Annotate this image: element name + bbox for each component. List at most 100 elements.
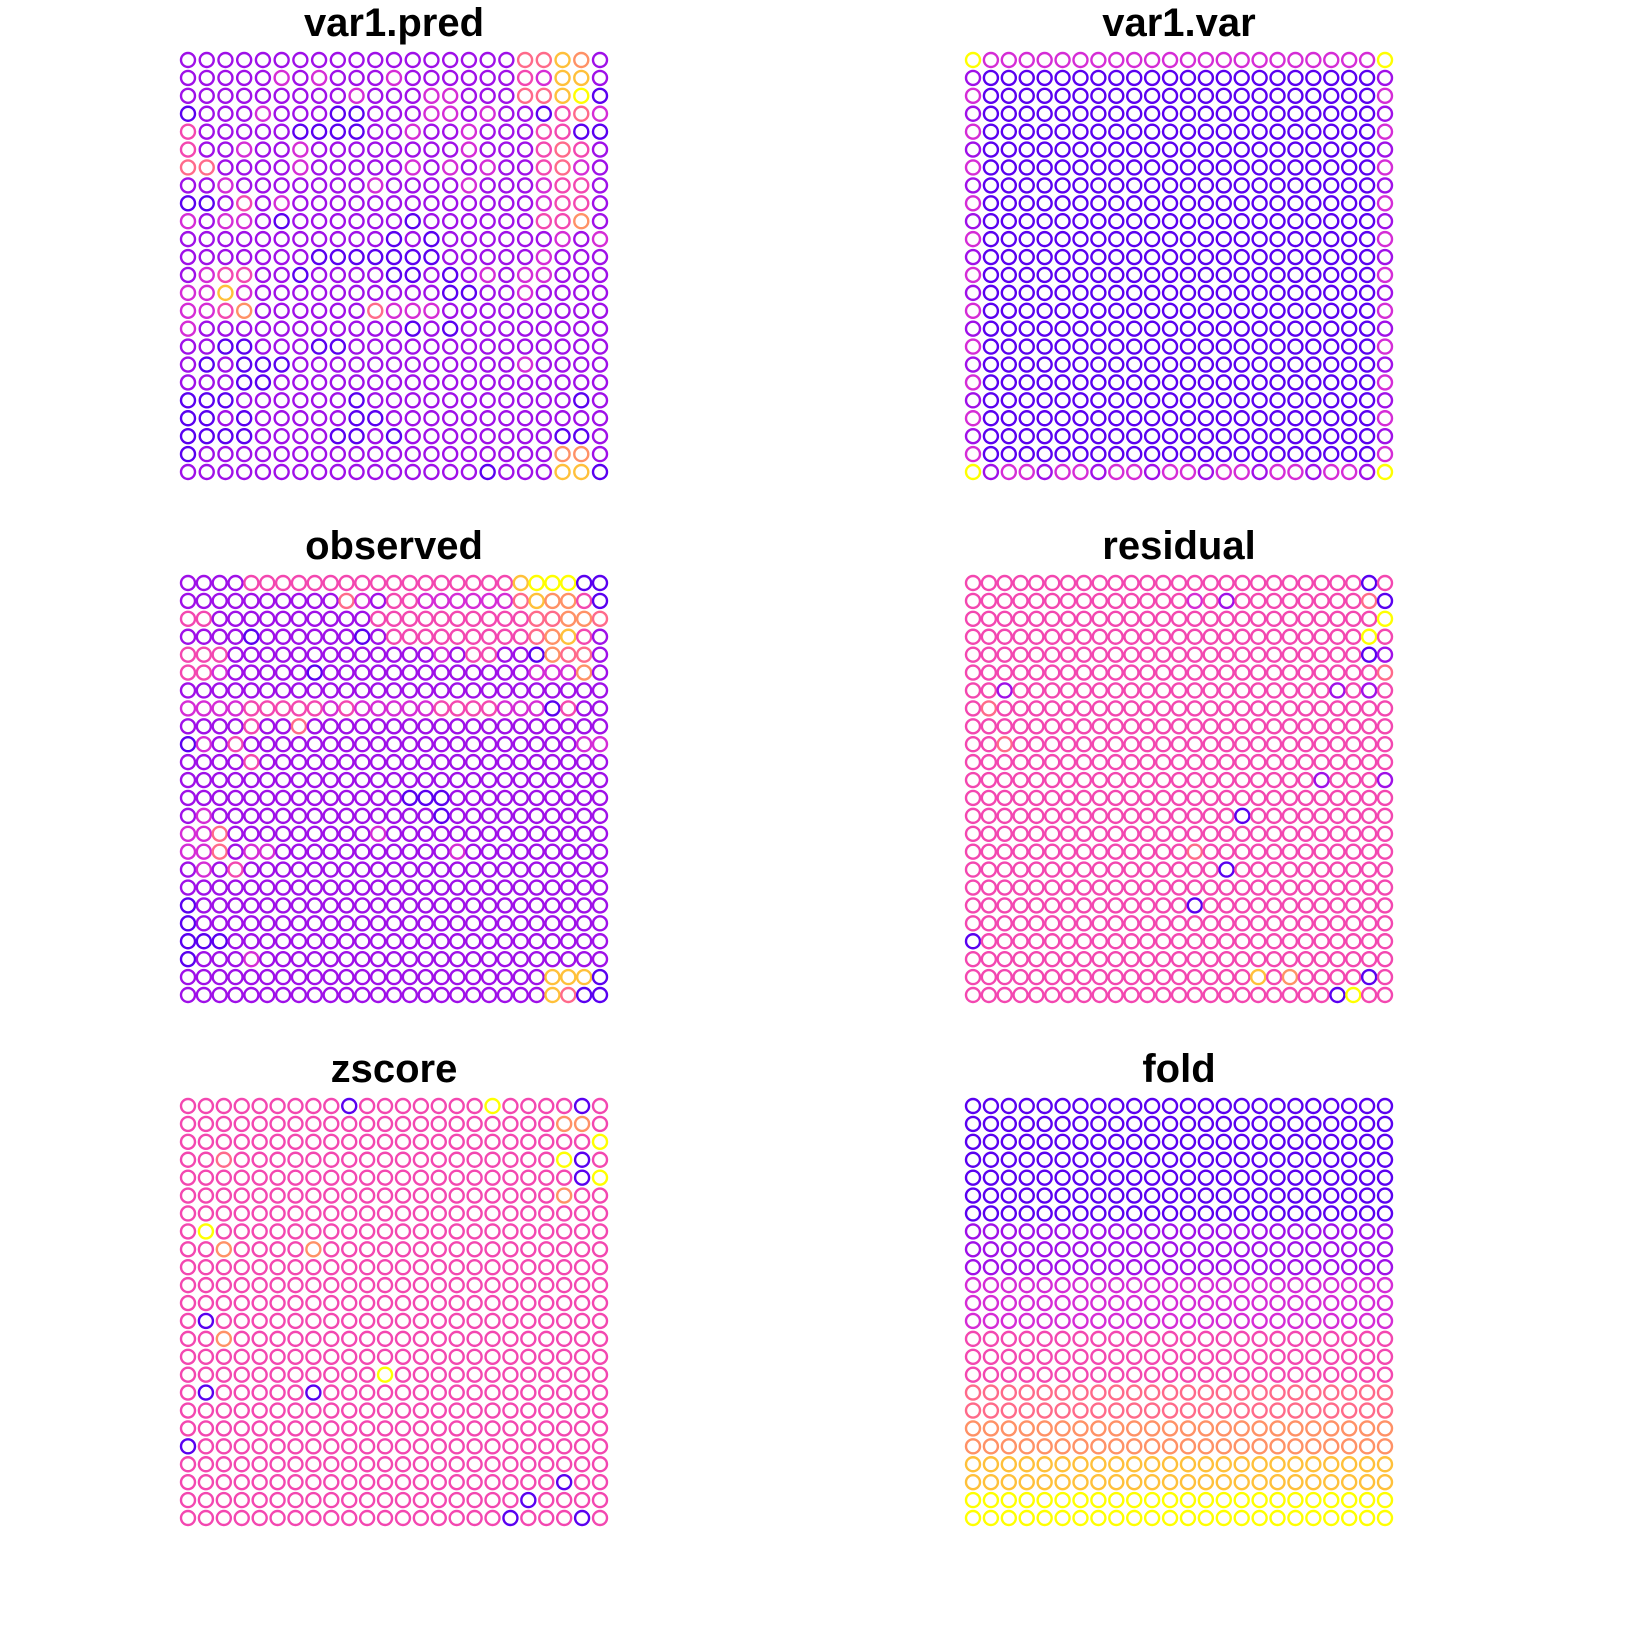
data-point	[964, 1187, 982, 1204]
data-point	[1170, 700, 1188, 717]
data-point	[1012, 897, 1029, 914]
data-point	[449, 700, 466, 717]
data-point	[348, 427, 365, 445]
data-point	[1161, 1456, 1179, 1473]
data-point	[329, 195, 347, 212]
data-point	[1154, 807, 1172, 825]
data-point	[338, 718, 355, 735]
data-point	[1054, 338, 1071, 355]
data-point	[502, 1438, 519, 1455]
data-point	[1250, 825, 1267, 842]
data-point	[480, 915, 498, 932]
data-point	[274, 861, 292, 878]
data-point	[292, 463, 309, 481]
data-point	[243, 771, 260, 789]
data-point	[535, 338, 553, 355]
data-point	[1091, 682, 1108, 699]
data-point	[1123, 736, 1140, 753]
data-point	[1154, 718, 1172, 735]
panel-fold: fold	[964, 1046, 1394, 1556]
data-point	[369, 950, 387, 968]
data-point	[512, 574, 529, 592]
data-point	[197, 1115, 215, 1133]
data-point	[1072, 1438, 1089, 1455]
data-point	[179, 1169, 197, 1186]
data-point	[1054, 1223, 1071, 1240]
data-point	[273, 105, 290, 122]
data-point	[211, 843, 228, 860]
data-point	[544, 825, 561, 842]
data-point	[1358, 87, 1376, 105]
panel-title: var1.var	[1102, 1, 1256, 45]
data-point	[1218, 950, 1235, 968]
data-point	[1360, 825, 1378, 842]
data-point	[338, 968, 355, 986]
data-point	[466, 1491, 483, 1509]
data-point	[179, 1187, 197, 1204]
data-point	[1107, 610, 1124, 628]
data-point	[1108, 1223, 1125, 1240]
data-point	[1018, 1456, 1035, 1473]
data-point	[211, 718, 228, 735]
data-point	[1143, 1169, 1161, 1186]
data-point	[1360, 950, 1378, 968]
data-point	[385, 230, 403, 248]
data-point	[1269, 195, 1286, 212]
data-point	[423, 213, 440, 230]
data-point	[385, 843, 403, 860]
data-point	[310, 141, 328, 158]
data-point	[1265, 825, 1283, 842]
data-point	[1358, 141, 1376, 158]
data-point	[1186, 950, 1204, 968]
data-point	[1170, 771, 1188, 789]
data-point	[982, 1259, 1000, 1276]
data-point	[1075, 933, 1093, 950]
data-point	[466, 1151, 483, 1168]
data-point	[1234, 718, 1251, 735]
data-point	[1269, 338, 1286, 355]
data-point	[217, 51, 234, 69]
data-point	[465, 682, 482, 699]
data-point	[484, 1276, 501, 1294]
data-point	[1265, 718, 1283, 735]
data-point	[322, 861, 339, 878]
data-point	[1297, 771, 1314, 789]
data-point	[1108, 1276, 1125, 1294]
data-point	[1215, 177, 1232, 194]
data-point	[412, 1223, 430, 1240]
data-point	[404, 320, 421, 337]
data-point	[1287, 338, 1304, 355]
data-point	[385, 753, 403, 771]
data-point	[1028, 736, 1045, 753]
data-point	[354, 700, 371, 717]
data-point	[235, 213, 253, 230]
data-point	[1202, 879, 1219, 896]
data-point	[274, 736, 292, 753]
data-point	[367, 284, 384, 302]
data-point	[1197, 123, 1215, 140]
data-point	[1107, 843, 1124, 860]
data-point	[498, 159, 515, 176]
panel-title: residual	[1102, 524, 1256, 568]
data-point	[1108, 123, 1125, 140]
data-point	[1059, 718, 1077, 735]
data-point	[466, 1259, 483, 1276]
data-point	[544, 968, 561, 986]
data-point	[1323, 69, 1340, 87]
data-point	[269, 1456, 286, 1473]
data-point	[1143, 1491, 1161, 1509]
data-point	[1305, 69, 1322, 87]
data-point	[292, 374, 309, 391]
data-point	[1012, 861, 1029, 878]
data-point	[385, 338, 403, 355]
data-point	[520, 1509, 537, 1527]
data-point	[1059, 628, 1077, 645]
data-point	[1044, 789, 1061, 807]
data-point	[401, 825, 419, 842]
data-point	[1345, 933, 1362, 950]
data-point	[554, 69, 571, 87]
data-point	[996, 682, 1013, 699]
data-point	[1075, 771, 1093, 789]
data-point	[1376, 574, 1394, 592]
data-point	[1044, 700, 1061, 717]
